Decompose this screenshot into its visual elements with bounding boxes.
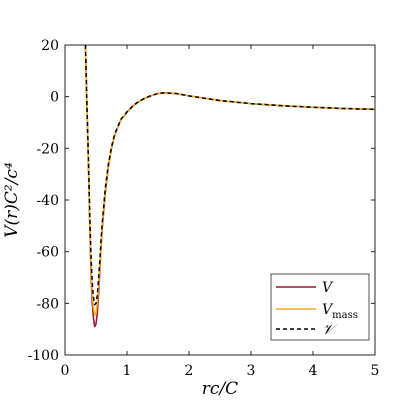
x-tick-label: 2 <box>185 363 194 379</box>
legend-box <box>270 273 370 341</box>
y-tick-label: -100 <box>28 348 59 364</box>
y-tick-label: -60 <box>36 245 59 261</box>
y-tick-label: 20 <box>41 38 59 54</box>
x-tick-label: 5 <box>371 363 380 379</box>
legend-label-1: V <box>322 280 334 296</box>
x-axis-label: rc/C <box>202 379 238 399</box>
ticks-layer: 0 1 2 3 4 5 20 0 -20 -40 -60 -80 -100 <box>28 38 380 379</box>
series-layer <box>84 45 375 328</box>
x-tick-label: 4 <box>309 363 318 379</box>
y-tick-label: -20 <box>36 141 59 157</box>
series-line-3 <box>84 45 375 306</box>
x-tick-label: 1 <box>123 363 132 379</box>
x-tick-label: 0 <box>61 363 70 379</box>
y-axis-label: V(r)C²/c⁴ <box>2 162 22 238</box>
y-tick-label: 0 <box>50 90 59 106</box>
y-tick-label: -80 <box>36 296 59 312</box>
x-tick-label: 3 <box>247 363 256 379</box>
y-tick-label: -40 <box>36 193 59 209</box>
legend-label-subscript: mass <box>332 310 358 321</box>
